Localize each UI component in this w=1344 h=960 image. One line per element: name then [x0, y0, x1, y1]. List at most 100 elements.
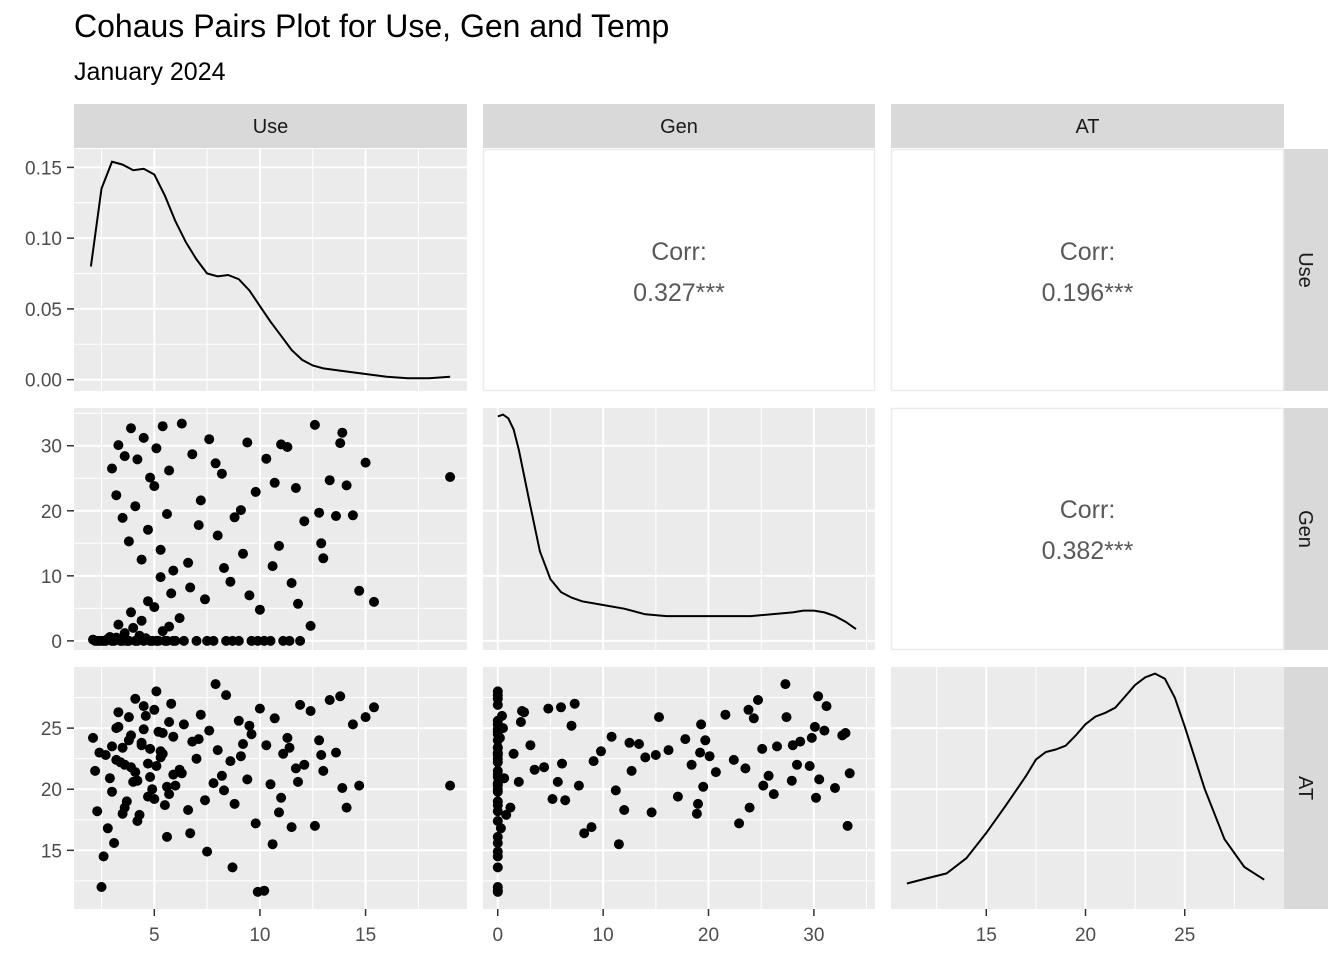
scatter-point [123, 536, 134, 547]
scatter-point [176, 418, 187, 429]
scatter-point [229, 798, 240, 809]
y-tick-label: 20 [41, 502, 62, 523]
scatter-point [693, 798, 703, 809]
scatter-point [295, 699, 306, 710]
scatter-point [663, 745, 674, 756]
scatter-point [227, 635, 238, 646]
corr-value-use-gen: 0.327*** [633, 279, 725, 307]
density-curve-use [89, 160, 451, 380]
scatter-point [107, 786, 117, 797]
scatter-point [104, 773, 115, 784]
scatter-point [235, 505, 246, 516]
scatter-point [819, 725, 830, 736]
scatter-point [159, 635, 170, 646]
scatter-point [145, 772, 156, 782]
scatter-point [98, 851, 109, 862]
scatter-point [117, 742, 128, 753]
scatter-point [261, 453, 272, 464]
scatter-point [168, 635, 179, 646]
scatter-point [809, 721, 820, 732]
scatter-point [221, 690, 232, 701]
scatter-point [626, 765, 637, 776]
scatter-point [543, 703, 554, 714]
scatter-point [814, 774, 825, 785]
scatter-point [210, 679, 221, 690]
scatter-point [117, 512, 128, 523]
scatter-point [309, 820, 320, 831]
scatter-point [166, 588, 177, 599]
scatter-point [134, 809, 145, 820]
scatter-point [293, 776, 303, 787]
scatter-point [254, 604, 265, 615]
scatter-point [109, 635, 120, 646]
scatter-point [341, 480, 352, 491]
scatter-point [513, 776, 524, 787]
scatter-point [202, 846, 213, 857]
scatter-point [650, 750, 661, 760]
scatter-point [259, 635, 270, 646]
scatter-point [337, 783, 348, 793]
scatter-point [728, 754, 739, 765]
scatter-point [126, 730, 136, 741]
scatter-point [210, 458, 221, 469]
x-tick-label: 30 [803, 925, 824, 946]
scatter-point [121, 635, 132, 646]
scatter-point [185, 582, 196, 593]
scatter-point [178, 719, 189, 730]
scatter-point [734, 818, 745, 829]
scatter-point [445, 780, 456, 791]
scatter-point [244, 720, 255, 731]
scatter-point [191, 635, 202, 646]
scatter-point [178, 635, 189, 646]
corr-panel-use-at [890, 148, 1285, 392]
scatter-point [151, 761, 162, 771]
scatter-point [259, 885, 270, 896]
scatter-point [556, 702, 566, 713]
panel-background [891, 667, 1284, 909]
scatter-point [286, 578, 297, 588]
strip-col-1-label: Use [253, 116, 289, 138]
scatter-point [176, 768, 187, 779]
strip-row-1 [1284, 149, 1328, 391]
scatter-point [164, 717, 175, 727]
scatter-point [830, 783, 840, 793]
scatter-point [813, 691, 824, 702]
scatter-point [781, 712, 792, 723]
scatter-point [566, 720, 577, 731]
scatter-point [768, 789, 779, 800]
scatter-point [113, 721, 124, 732]
scatter-point [119, 628, 130, 639]
scatter-point [109, 838, 120, 848]
y-tick-label: 0.10 [25, 229, 62, 250]
scatter-point [143, 758, 153, 769]
scatter-point [492, 838, 503, 848]
x-tick-label: 5 [149, 925, 160, 946]
scatter-point [147, 784, 158, 795]
scatter-point [640, 752, 651, 763]
scatter-point [164, 465, 175, 476]
panel-background [74, 149, 467, 391]
scatter-point [318, 765, 329, 776]
scatter-point [309, 419, 320, 430]
x-tick-label: 20 [698, 925, 719, 946]
scatter-point [596, 746, 606, 757]
y-tick-label: 10 [41, 567, 62, 588]
scatter-point [202, 635, 213, 646]
scatter-point [157, 728, 168, 738]
strip-row-2-label: Gen [1294, 510, 1316, 548]
scatter-point [324, 695, 335, 705]
scatter-point [517, 706, 527, 716]
scatter-point [354, 585, 365, 596]
x-tick-label: 10 [249, 925, 270, 946]
corr-label-gen-at: Corr: [1060, 496, 1116, 524]
scatter-point [143, 524, 153, 535]
corr-panel-use-gen [482, 148, 876, 392]
scatter-point [132, 454, 143, 465]
panel-background [483, 667, 875, 909]
scatter-point [335, 691, 346, 702]
x-axis-gen: 0 10 20 30 [492, 909, 824, 946]
scatter-point [492, 769, 503, 780]
scatter-point [492, 846, 503, 857]
scatter-point [261, 740, 272, 751]
